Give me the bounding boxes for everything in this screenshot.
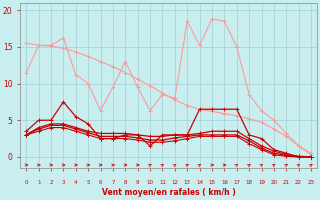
X-axis label: Vent moyen/en rafales ( km/h ): Vent moyen/en rafales ( km/h ) <box>102 188 236 197</box>
